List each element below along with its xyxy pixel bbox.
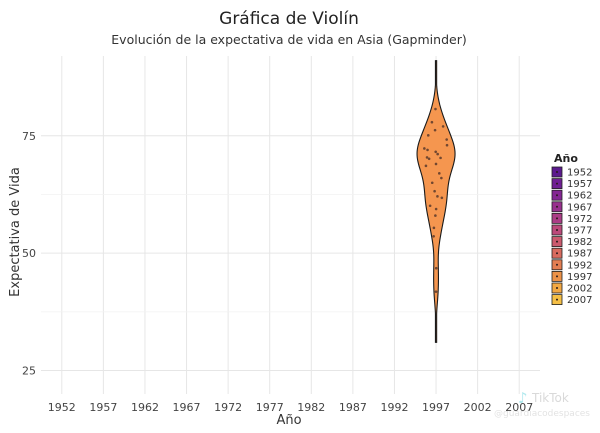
violin-point <box>434 107 437 111</box>
x-tick-label: 1962 <box>131 401 159 414</box>
violin-point <box>441 125 445 128</box>
legend-label: 1992 <box>567 260 592 271</box>
legend-swatch-dot <box>556 298 558 301</box>
legend-label: 1952 <box>567 168 592 179</box>
y-tick-labels: 25 50 75 <box>22 130 36 378</box>
legend-label: 1972 <box>567 214 592 225</box>
x-tick-label: 1982 <box>297 401 325 414</box>
violin-point <box>439 156 442 160</box>
legend-label: 1977 <box>567 226 592 237</box>
violin-point <box>430 181 434 185</box>
violin-point <box>436 152 439 156</box>
legend-swatch-dot <box>556 263 558 266</box>
legend-swatch-dot <box>556 217 558 220</box>
violin-layer <box>416 60 456 343</box>
chart-subtitle: Evolución de la expectativa de vida en A… <box>111 32 466 47</box>
legend: Año 195219571962196719721977198219871992… <box>551 152 592 306</box>
x-axis-label: Año <box>276 413 301 428</box>
violin-point <box>440 176 443 180</box>
violin-point <box>440 196 444 200</box>
legend-swatch-dot <box>556 252 558 255</box>
y-tick-label: 50 <box>22 247 36 260</box>
x-tick-label: 2002 <box>464 401 492 414</box>
y-tick-label: 25 <box>22 365 36 378</box>
legend-label: 2007 <box>567 295 592 306</box>
violin-point <box>426 148 429 152</box>
tiktok-logo-icon: ♪ <box>518 389 528 407</box>
violin-point <box>428 204 432 208</box>
violin-point <box>425 156 429 159</box>
violin-point <box>433 189 436 193</box>
legend-label: 1997 <box>567 272 592 283</box>
violin-point <box>445 143 449 147</box>
violin-point <box>434 290 438 293</box>
x-tick-label: 1997 <box>422 401 450 414</box>
legend-swatch-dot <box>556 287 558 289</box>
legend-swatch-dot <box>556 229 558 231</box>
violin-point <box>438 172 441 175</box>
legend-label: 1962 <box>567 191 592 202</box>
violin-point <box>433 128 437 132</box>
x-tick-label: 2007 <box>505 401 533 414</box>
violin-point <box>430 120 434 124</box>
legend-swatch-dot <box>556 205 558 208</box>
legend-label: 1987 <box>567 249 592 260</box>
legend-swatch-dot <box>556 194 558 197</box>
violin-point <box>434 214 437 217</box>
x-tick-label: 1957 <box>89 401 117 414</box>
violin-point <box>434 150 438 154</box>
chart-title: Gráfica de Violín <box>219 9 359 29</box>
x-tick-labels: 1952 1957 1962 1967 1972 1977 1982 1987 1992 1997… <box>48 401 533 414</box>
violin-point <box>423 147 426 150</box>
watermark-app: TikTok <box>531 391 569 405</box>
legend-swatch-dot <box>556 182 558 185</box>
watermark-handle: @guardiacodespaces <box>494 409 590 419</box>
legend-swatch-dot <box>556 275 558 278</box>
violin-point <box>432 226 436 230</box>
violin-point <box>434 162 438 166</box>
x-tick-label: 1952 <box>48 401 76 414</box>
violin-point <box>436 195 439 198</box>
legend-label: 1982 <box>567 237 592 248</box>
violin-point <box>427 157 431 161</box>
y-axis-label: Expectativa de Vida <box>8 167 23 297</box>
violin-point <box>434 207 438 211</box>
violin-point <box>432 234 435 238</box>
violin-point <box>426 134 430 137</box>
x-tick-label: 1992 <box>380 401 408 414</box>
grid-layer <box>41 56 540 394</box>
violin-point <box>424 164 428 168</box>
violin-point <box>434 266 438 270</box>
x-tick-label: 1967 <box>173 401 201 414</box>
legend-swatch-dot <box>556 171 558 173</box>
tiktok-watermark: ♪ TikTok @guardiacodespaces <box>494 389 590 419</box>
legend-label: 1967 <box>567 202 592 213</box>
x-tick-label: 1987 <box>339 401 367 414</box>
legend-title: Año <box>554 152 578 165</box>
legend-label: 1957 <box>567 179 592 190</box>
y-tick-label: 75 <box>22 130 36 143</box>
x-tick-label: 1977 <box>256 401 284 414</box>
legend-label: 2002 <box>567 284 592 295</box>
legend-swatch-dot <box>556 240 558 243</box>
violin-point <box>445 138 448 141</box>
x-tick-label: 1972 <box>214 401 242 414</box>
violin-shape <box>416 60 456 343</box>
